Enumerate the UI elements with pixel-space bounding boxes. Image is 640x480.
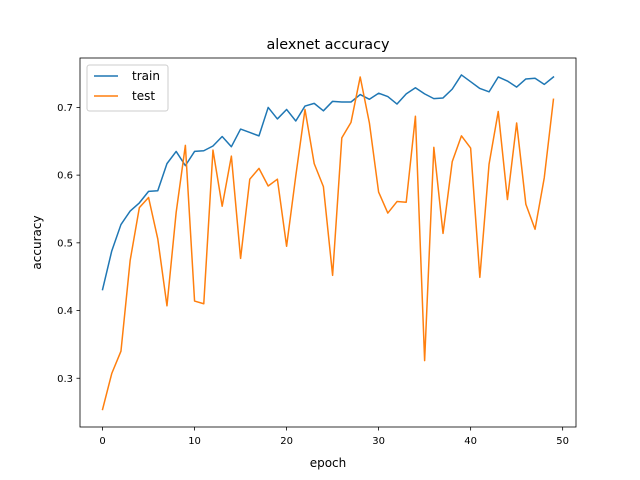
y-tick-label: 0.4 bbox=[57, 306, 73, 317]
legend-label-train: train bbox=[132, 69, 160, 83]
x-tick-label: 10 bbox=[188, 436, 201, 447]
y-axis-label: accuracy bbox=[30, 215, 44, 269]
y-axis-ticks: 0.3 0.4 0.5 0.6 0.7 bbox=[57, 103, 80, 385]
y-tick-label: 0.3 bbox=[57, 374, 73, 385]
legend: train test bbox=[86, 64, 169, 112]
x-tick-label: 50 bbox=[556, 436, 569, 447]
x-tick-label: 40 bbox=[464, 436, 477, 447]
plot-lines bbox=[101, 74, 555, 411]
plot-frame bbox=[79, 57, 577, 428]
legend-label-test: test bbox=[132, 89, 155, 103]
y-tick-label: 0.7 bbox=[57, 103, 73, 114]
series-line-test bbox=[101, 76, 555, 411]
y-tick-label: 0.5 bbox=[57, 238, 73, 249]
x-tick-label: 20 bbox=[280, 436, 293, 447]
x-tick-label: 0 bbox=[99, 436, 105, 447]
x-axis-label: epoch bbox=[310, 456, 347, 470]
y-tick-label: 0.6 bbox=[57, 171, 73, 182]
x-tick-label: 30 bbox=[372, 436, 385, 447]
chart-title: alexnet accuracy bbox=[266, 37, 390, 53]
x-axis-ticks: 0 10 20 30 40 50 bbox=[99, 427, 569, 447]
series-line-train bbox=[101, 74, 555, 291]
